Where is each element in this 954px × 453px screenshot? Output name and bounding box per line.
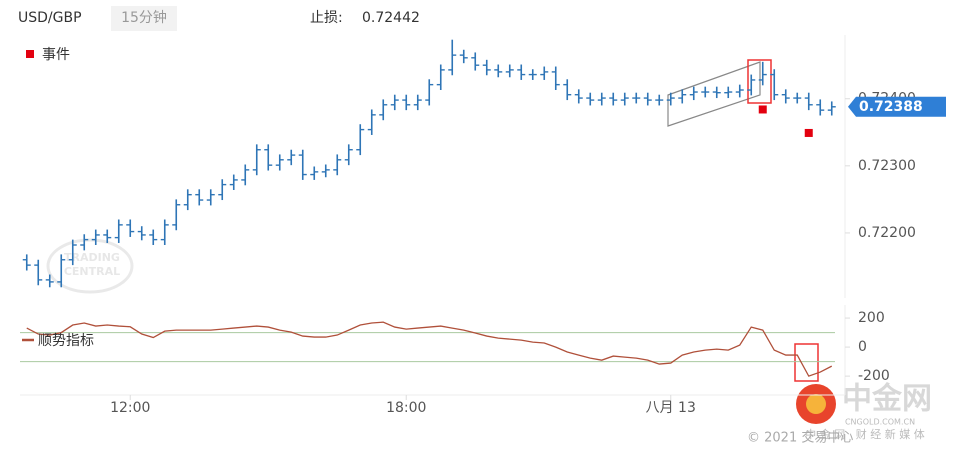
highlight-box — [747, 59, 772, 104]
last-price-badge — [848, 96, 946, 117]
y-tick-label: 200 — [858, 310, 885, 326]
interval[interactable]: 15分钟 — [121, 9, 167, 26]
highlight-box — [794, 343, 819, 382]
event-marker — [758, 105, 767, 114]
legend-label: 事件 — [42, 47, 70, 63]
cngold-logo: 中金网 CNGOLD.COM.CN 中 金 网 · 财 经 新 媒 体 — [796, 382, 932, 441]
y-tick-label: 0 — [858, 339, 867, 355]
legend-swatch — [26, 50, 34, 58]
y-tick-label: 0.72200 — [858, 225, 916, 241]
stop-label: 止损: — [310, 10, 343, 26]
y-tick-label: 0.72300 — [858, 158, 916, 174]
stop-value: 0.72442 — [362, 10, 420, 26]
indicator-line — [26, 321, 833, 377]
logo-text: CENTRAL — [64, 265, 120, 278]
legend-label: 顺势指标 — [38, 333, 94, 349]
last-price: 0.72388 — [859, 99, 923, 115]
brand: 中金网 — [842, 382, 932, 417]
logo-icon — [806, 394, 826, 414]
brand-url: CNGOLD.COM.CN — [845, 418, 915, 427]
trading-central-logo: TRADING CENTRAL — [46, 238, 134, 294]
x-tick-label: 18:00 — [386, 400, 426, 416]
event-marker — [804, 128, 813, 137]
x-tick-label: 12:00 — [110, 400, 150, 416]
channel-annotation — [667, 61, 761, 127]
symbol: USD/GBP — [18, 10, 82, 26]
logo-text: TRADING — [64, 251, 120, 264]
copyright: © 2021 交易中心 — [747, 430, 853, 446]
x-tick-label: 八月 13 — [646, 400, 696, 416]
logo-ring — [46, 238, 134, 294]
y-tick-label: -200 — [858, 368, 890, 384]
brand-slogan: 中 金 网 · 财 经 新 媒 体 — [805, 427, 924, 441]
interval-button[interactable] — [111, 6, 177, 31]
